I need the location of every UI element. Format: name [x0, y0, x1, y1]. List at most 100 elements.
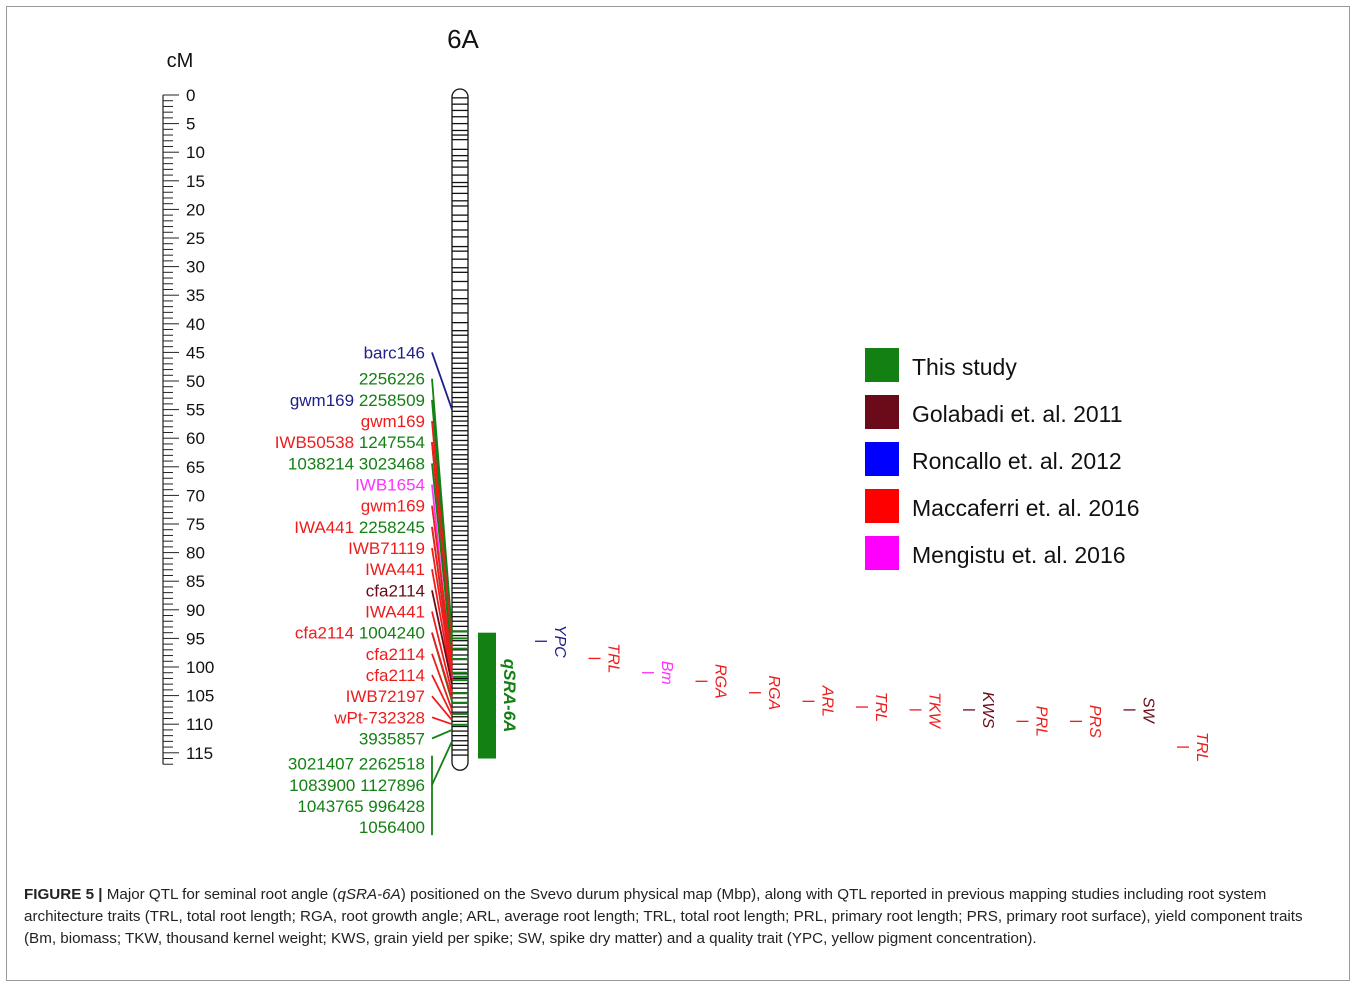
scale-label: 15	[186, 172, 205, 191]
marker-label-part: 1038214 3023468	[288, 454, 425, 473]
marker-link	[431, 547, 453, 676]
marker-link	[431, 590, 453, 685]
marker-label-part: 2258509	[354, 391, 425, 410]
marker-link	[431, 611, 453, 693]
scale-label: 10	[186, 143, 205, 162]
scale-label: 80	[186, 544, 205, 563]
marker-label: 3021407 2262518	[288, 755, 425, 774]
marker-label: IWA441	[365, 603, 425, 622]
legend-swatch	[865, 536, 899, 570]
marker-label: 1056400	[359, 818, 425, 837]
marker-label: wPt-732328	[333, 708, 425, 727]
marker-label: 2256226	[359, 370, 425, 389]
scale-label: 0	[186, 86, 195, 105]
qtl-label: KWS	[979, 692, 996, 729]
legend-swatch	[865, 442, 899, 476]
scale-label: 55	[186, 401, 205, 420]
scale-label: 70	[186, 486, 205, 505]
figure-frame	[6, 6, 1350, 981]
marker-label-part: IWA441	[365, 603, 425, 622]
marker-label: gwm169 2258509	[290, 391, 425, 410]
chromosome-title: 6A	[447, 24, 479, 54]
marker-link	[431, 505, 453, 665]
marker-label-part: cfa2114	[295, 624, 354, 643]
scale-label: 65	[186, 458, 205, 477]
caption-text-1: Major QTL for seminal root angle (	[102, 886, 338, 903]
qtl-label: TRL	[1193, 732, 1210, 762]
scale-label: 5	[186, 115, 195, 134]
marker-link	[431, 674, 453, 717]
marker-label: IWB71119	[348, 539, 425, 558]
genetic-map: 6A cM 0 5 10 15 20 25 30 35 40 45 50 55 60 65 70 75 80 85…	[162, 24, 1210, 837]
scale-label: 20	[186, 200, 205, 219]
scale-label: 110	[186, 715, 213, 734]
qtl-label: YPC	[551, 625, 568, 658]
marker-label-part: gwm169	[290, 391, 354, 410]
legend-label: Mengistu et. al. 2016	[912, 542, 1126, 568]
marker-label-part: gwm169	[361, 497, 425, 516]
marker-label: cfa2114	[366, 581, 425, 600]
scale-label: 60	[186, 429, 205, 448]
qtl-label: RGA	[712, 664, 729, 699]
marker-link	[431, 463, 453, 660]
qtl-label: TKW	[926, 692, 943, 729]
marker-label-part: IWA441	[365, 560, 425, 579]
marker-label-part: 2258245	[354, 518, 425, 537]
marker-label-part: 1056400	[359, 818, 425, 837]
legend-label: Golabadi et. al. 2011	[912, 401, 1123, 427]
qtl-label: SW	[1140, 697, 1157, 725]
marker-label: 3935857	[359, 730, 425, 749]
legend-label: Maccaferri et. al. 2016	[912, 495, 1140, 521]
qtl-main-label: qSRA-6A	[500, 659, 519, 733]
marker-label: gwm169	[361, 412, 425, 431]
marker-label-part: IWB50538	[275, 433, 354, 452]
scale-label: 40	[186, 315, 205, 334]
marker-label-part: 1083900 1127896	[289, 776, 425, 795]
marker-label: 1083900 1127896	[289, 776, 425, 795]
marker-label: cfa2114 1004240	[295, 624, 425, 643]
scale-label: 85	[186, 572, 205, 591]
marker-label-part: 3935857	[359, 730, 425, 749]
marker-label-part: cfa2114	[366, 666, 425, 685]
marker-label: IWA441	[365, 560, 425, 579]
figure-caption: FIGURE 5 | Major QTL for seminal root an…	[24, 884, 1330, 950]
marker-links	[431, 352, 453, 836]
scale-label: 75	[186, 515, 205, 534]
marker-label-part: 1004240	[354, 624, 425, 643]
qtl-label: TRL	[605, 643, 622, 673]
chromosome-bar	[451, 88, 469, 771]
marker-label: IWB72197	[346, 687, 425, 706]
qtl-label: TRL	[872, 692, 889, 722]
marker-link	[431, 632, 453, 699]
marker-link	[431, 352, 453, 410]
marker-label-part: IWB72197	[346, 687, 425, 706]
marker-link	[431, 695, 453, 721]
scale-label: 95	[186, 629, 205, 648]
marker-label: IWA441 2258245	[294, 518, 425, 537]
cm-scale-ruler: 0 5 10 15 20 25 30 35 40 45 50 55 60 65 70 75 80 85 90 95 10…	[162, 86, 214, 765]
marker-link	[431, 740, 453, 786]
marker-link	[431, 729, 453, 740]
marker-link	[431, 569, 453, 682]
figure-label: FIGURE 5 |	[24, 886, 103, 903]
qtl-label: PRS	[1086, 705, 1103, 738]
scale-label: 25	[186, 229, 205, 248]
qtl-label: PRL	[1033, 706, 1050, 737]
qtl-label: ARL	[819, 685, 836, 717]
scale-label: 100	[186, 658, 214, 677]
marker-label: 1038214 3023468	[288, 454, 425, 473]
legend-label: Roncallo et. al. 2012	[912, 448, 1122, 474]
legend: This study Golabadi et. al. 2011 Roncallo …	[865, 348, 1140, 570]
marker-label-part: cfa2114	[366, 581, 425, 600]
marker-label-part: 1043765 996428	[297, 797, 425, 816]
reported-qtls: YPC TRL Bm RGA RGA ARL TRL TKW KWS PRL PRS SW TRL	[535, 625, 1210, 762]
legend-swatch	[865, 489, 899, 523]
marker-label-part: wPt-732328	[333, 708, 425, 727]
marker-label-part: IWB71119	[348, 539, 425, 558]
scale-label: 105	[186, 687, 214, 706]
qtl-main-bar	[478, 632, 496, 759]
legend-label: This study	[912, 354, 1017, 380]
scale-label: 45	[186, 343, 205, 362]
marker-link	[431, 653, 453, 711]
